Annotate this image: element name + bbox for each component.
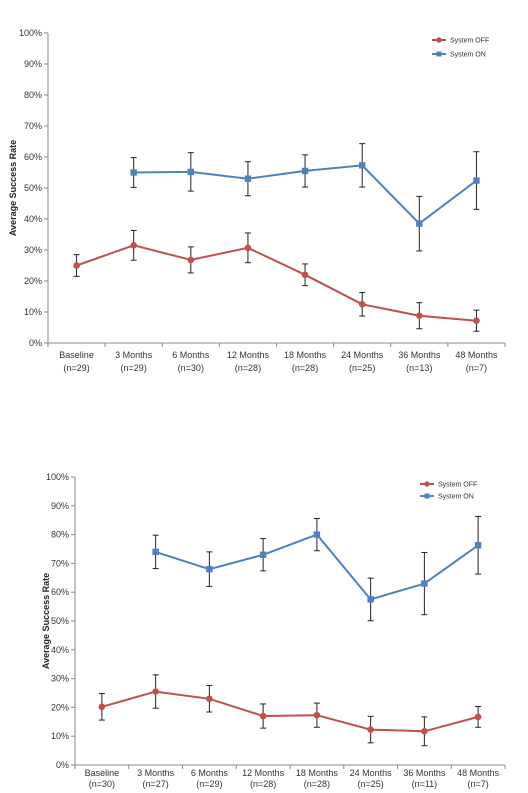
y-tick-label: 70% bbox=[51, 558, 69, 568]
x-tick-label: 18 Months bbox=[296, 768, 339, 778]
data-point-square bbox=[244, 175, 252, 182]
legend-label: System ON bbox=[438, 494, 474, 501]
data-point-square bbox=[152, 548, 159, 556]
y-tick-label: 60% bbox=[24, 152, 42, 162]
data-point-circle bbox=[301, 271, 309, 279]
data-point-circle bbox=[358, 300, 366, 308]
x-tick-count-label: (n=29) bbox=[196, 779, 222, 789]
y-tick-label: 90% bbox=[51, 501, 69, 511]
y-tick-label: 100% bbox=[46, 472, 69, 482]
data-point-circle bbox=[416, 312, 423, 320]
x-tick-count-label: (n=30) bbox=[89, 779, 115, 789]
y-tick-label: 20% bbox=[51, 702, 69, 712]
data-point-square bbox=[313, 531, 321, 538]
legend-label: System OFF bbox=[438, 482, 477, 489]
x-tick-count-label: (n=13) bbox=[406, 363, 432, 373]
x-tick-label: 3 Months bbox=[137, 768, 175, 778]
chart-bottom: 0% 10% 20% 30% 40% 50% 60% 70% 80% 90% 100% Baselin… bbox=[41, 472, 506, 789]
data-point-circle bbox=[473, 317, 480, 324]
y-tick-label: 20% bbox=[24, 276, 42, 286]
x-tick-label: 36 Months bbox=[403, 768, 446, 778]
x-tick-count-label: (n=29) bbox=[121, 363, 147, 373]
data-point-square bbox=[259, 551, 267, 558]
x-tick-count-label: (n=28) bbox=[250, 779, 276, 789]
data-point-square bbox=[416, 220, 423, 227]
y-tick-label: 60% bbox=[51, 587, 69, 597]
x-tick-count-label: (n=30) bbox=[178, 363, 204, 373]
x-tick-count-label: (n=27) bbox=[142, 779, 168, 789]
x-tick-label: 12 Months bbox=[227, 350, 270, 360]
legend-marker bbox=[436, 51, 442, 57]
data-point-circle bbox=[187, 256, 195, 264]
data-point-circle bbox=[152, 688, 159, 695]
x-tick-count-label: (n=7) bbox=[466, 363, 487, 373]
y-tick-label: 10% bbox=[24, 307, 42, 317]
y-tick-label: 70% bbox=[24, 121, 42, 131]
y-tick-label: 10% bbox=[51, 731, 69, 741]
data-point-circle bbox=[474, 713, 482, 721]
x-tick-label: 48 Months bbox=[455, 350, 498, 360]
x-tick-label: 36 Months bbox=[398, 350, 441, 360]
series-line bbox=[101, 690, 479, 733]
x-tick-count-label: (n=25) bbox=[349, 363, 375, 373]
x-tick-count-label: (n=28) bbox=[292, 363, 318, 373]
data-point-square bbox=[473, 177, 480, 184]
y-tick-label: 0% bbox=[29, 338, 42, 348]
data-point-square bbox=[206, 565, 213, 573]
y-tick-label: 100% bbox=[19, 28, 42, 38]
y-tick-label: 90% bbox=[24, 59, 42, 69]
y-axis-label: Average Success Rate bbox=[8, 140, 18, 236]
x-tick-label: Baseline bbox=[85, 768, 120, 778]
y-tick-label: 40% bbox=[51, 645, 69, 655]
data-point-circle bbox=[259, 712, 267, 720]
legend-marker bbox=[424, 493, 430, 499]
y-tick-label: 30% bbox=[24, 245, 42, 255]
y-tick-label: 0% bbox=[56, 760, 69, 770]
data-point-circle bbox=[98, 703, 106, 711]
x-tick-label: 18 Months bbox=[284, 350, 327, 360]
data-point-square bbox=[421, 580, 428, 587]
series-line bbox=[76, 244, 477, 322]
data-point-square bbox=[301, 167, 309, 175]
x-tick-label: Baseline bbox=[59, 350, 94, 360]
data-point-circle bbox=[313, 711, 321, 719]
x-tick-count-label: (n=28) bbox=[304, 779, 330, 789]
data-point-square bbox=[130, 169, 137, 176]
y-tick-label: 50% bbox=[51, 616, 69, 626]
chart-top: 0% 10% 20% 30% 40% 50% 60% 70% 80% 90% 100% Baselin… bbox=[8, 28, 506, 373]
x-tick-count-label: (n=7) bbox=[467, 779, 488, 789]
y-tick-label: 30% bbox=[51, 674, 69, 684]
data-point-square bbox=[474, 542, 482, 549]
y-tick-label: 50% bbox=[24, 183, 42, 193]
x-tick-label: 48 Months bbox=[457, 768, 500, 778]
x-tick-count-label: (n=28) bbox=[235, 363, 261, 373]
y-tick-label: 80% bbox=[51, 530, 69, 540]
data-point-circle bbox=[244, 244, 252, 252]
data-point-circle bbox=[367, 726, 374, 733]
data-point-square bbox=[367, 596, 374, 603]
data-point-circle bbox=[130, 242, 137, 249]
x-tick-label: 24 Months bbox=[341, 350, 384, 360]
legend-marker bbox=[424, 481, 430, 487]
legend-label: System ON bbox=[450, 52, 486, 59]
x-tick-label: 6 Months bbox=[191, 768, 229, 778]
legend-marker bbox=[436, 37, 442, 43]
data-point-square bbox=[358, 162, 366, 169]
x-tick-count-label: (n=11) bbox=[412, 779, 438, 789]
legend-label: System OFF bbox=[450, 38, 489, 45]
x-tick-count-label: (n=29) bbox=[63, 363, 89, 373]
data-point-square bbox=[187, 168, 195, 176]
y-axis-label: Average Success Rate bbox=[41, 573, 51, 669]
y-tick-label: 80% bbox=[24, 90, 42, 100]
x-tick-label: 12 Months bbox=[242, 768, 285, 778]
y-tick-label: 40% bbox=[24, 214, 42, 224]
x-tick-label: 24 Months bbox=[350, 768, 393, 778]
x-tick-count-label: (n=25) bbox=[357, 779, 383, 789]
x-tick-label: 6 Months bbox=[172, 350, 210, 360]
x-tick-label: 3 Months bbox=[115, 350, 153, 360]
data-point-circle bbox=[421, 728, 428, 735]
data-point-circle bbox=[206, 695, 213, 703]
data-point-circle bbox=[73, 262, 80, 269]
